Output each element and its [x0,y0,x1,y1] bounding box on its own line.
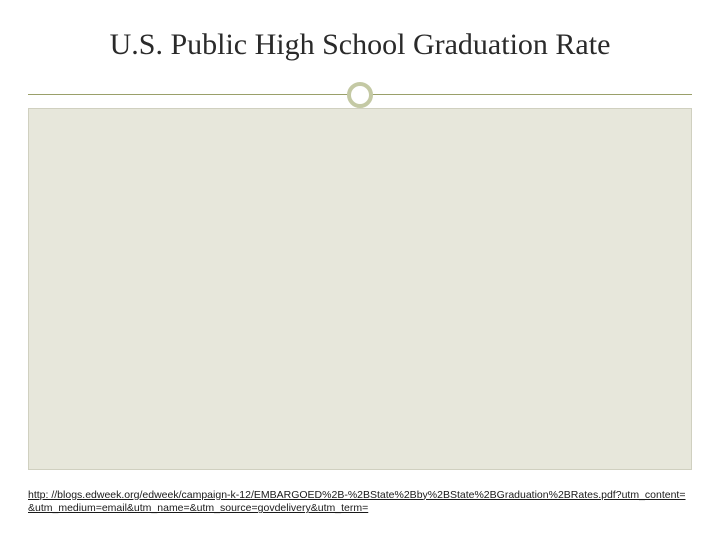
slide-container: U.S. Public High School Graduation Rate … [0,0,720,540]
circle-ornament-icon [347,82,373,108]
page-title: U.S. Public High School Graduation Rate [0,28,720,62]
content-area [28,108,692,470]
source-url-link[interactable]: http: //blogs.edweek.org/edweek/campaign… [28,489,692,516]
